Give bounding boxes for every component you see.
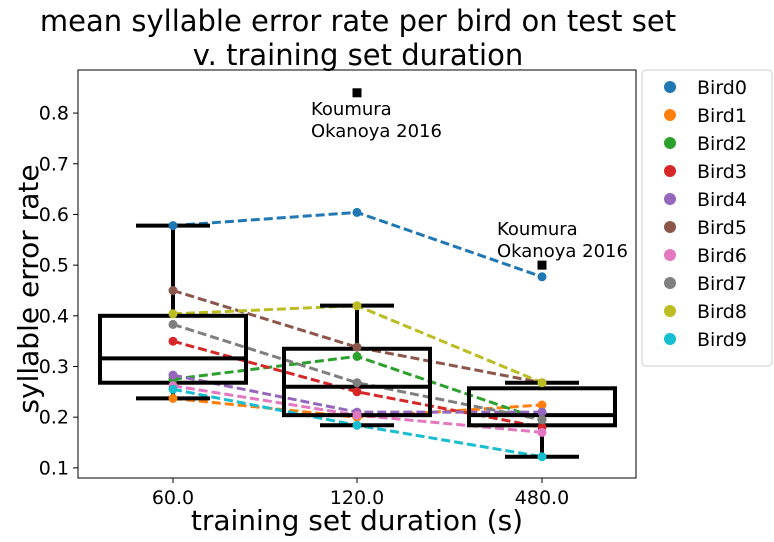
- reference-label-line2: Okanoya 2016: [311, 121, 442, 142]
- legend-label-bird0: Bird0: [697, 77, 747, 99]
- legend-marker-bird5: [664, 221, 676, 233]
- title-group: mean syllable error rate per bird on tes…: [40, 4, 676, 72]
- legend-label-bird8: Bird8: [697, 301, 747, 323]
- legend: Bird0 Bird1 Bird2 Bird3 Bird4 Bird5 Bird6 Bird7…: [641, 69, 773, 367]
- point-bird8-60.0: [168, 309, 178, 319]
- legend-marker-bird0: [664, 81, 676, 93]
- point-bird4-60.0: [168, 370, 178, 380]
- legend-marker-bird2: [664, 137, 676, 149]
- reference-label-line1: Koumura: [497, 219, 578, 240]
- point-bird3-60.0: [168, 336, 178, 346]
- legend-marker-bird4: [664, 193, 676, 205]
- point-bird2-120.0: [352, 351, 362, 361]
- chart-title: mean syllable error rate per bird on tes…: [40, 4, 676, 38]
- point-bird9-480.0: [537, 452, 547, 462]
- series-line-bird0: [172, 210, 543, 279]
- point-bird0-60.0: [168, 221, 178, 231]
- reference-marker-480.0: [537, 260, 547, 270]
- point-bird5-120.0: [352, 342, 362, 352]
- point-bird6-120.0: [352, 410, 362, 420]
- point-bird5-60.0: [168, 286, 178, 295]
- y-tick-label: 0.6: [39, 204, 69, 226]
- series-line-bird5: [172, 289, 543, 385]
- point-bird7-120.0: [352, 378, 362, 388]
- y-tick-label: 0.1: [39, 457, 69, 479]
- point-bird1-480.0: [537, 400, 547, 410]
- legend-label-bird1: Bird1: [697, 105, 747, 127]
- y-tick-label: 0.5: [39, 255, 69, 277]
- point-bird8-480.0: [537, 378, 547, 388]
- point-bird8-120.0: [352, 301, 362, 311]
- legend-marker-bird3: [664, 165, 676, 177]
- point-bird9-120.0: [352, 420, 362, 430]
- axes: 0.1 0.2 0.3 0.4 0.5 0.6 0.7 0.8 60.0 120.0 480.0: [39, 103, 569, 509]
- point-bird0-480.0: [537, 272, 547, 282]
- point-bird4-480.0: [537, 407, 547, 417]
- y-tick-label: 0.8: [39, 103, 69, 125]
- x-tick-label: 480.0: [515, 487, 569, 509]
- point-bird7-480.0: [537, 415, 547, 425]
- legend-label-bird7: Bird7: [697, 273, 747, 295]
- legend-label-bird9: Bird9: [697, 329, 747, 351]
- y-axis-label: syllable error rate: [12, 164, 45, 413]
- chart-subtitle: v. training set duration: [193, 38, 523, 72]
- point-bird6-480.0: [537, 427, 547, 437]
- reference-marker-120.0: [352, 88, 362, 98]
- reference-label-line2: Okanoya 2016: [497, 241, 628, 262]
- legend-label-bird5: Bird5: [697, 217, 747, 239]
- legend-marker-bird9: [664, 333, 676, 345]
- legend-marker-bird6: [664, 249, 676, 261]
- point-bird7-60.0: [168, 319, 178, 329]
- series-line-bird7: [172, 322, 543, 422]
- y-tick-label: 0.2: [39, 407, 69, 429]
- point-bird3-120.0: [352, 387, 362, 397]
- reference-label-line1: Koumura: [311, 99, 392, 120]
- legend-marker-bird7: [664, 277, 676, 289]
- legend-label-bird6: Bird6: [697, 245, 747, 267]
- legend-label-bird2: Bird2: [697, 133, 747, 155]
- legend-label-bird4: Bird4: [697, 189, 747, 211]
- x-tick-label: 60.0: [152, 487, 194, 509]
- legend-label-bird3: Bird3: [697, 161, 747, 183]
- x-axis-label: training set duration (s): [191, 504, 523, 537]
- y-tick-label: 0.3: [39, 356, 69, 378]
- x-tick-label: 120.0: [330, 487, 384, 509]
- y-tick-label: 0.4: [39, 305, 69, 327]
- legend-marker-bird8: [664, 305, 676, 317]
- y-tick-label: 0.7: [39, 153, 69, 175]
- series-points: [168, 207, 547, 462]
- point-bird9-60.0: [168, 384, 178, 394]
- legend-marker-bird1: [664, 109, 676, 121]
- point-bird1-60.0: [168, 393, 178, 403]
- point-bird0-120.0: [352, 207, 362, 217]
